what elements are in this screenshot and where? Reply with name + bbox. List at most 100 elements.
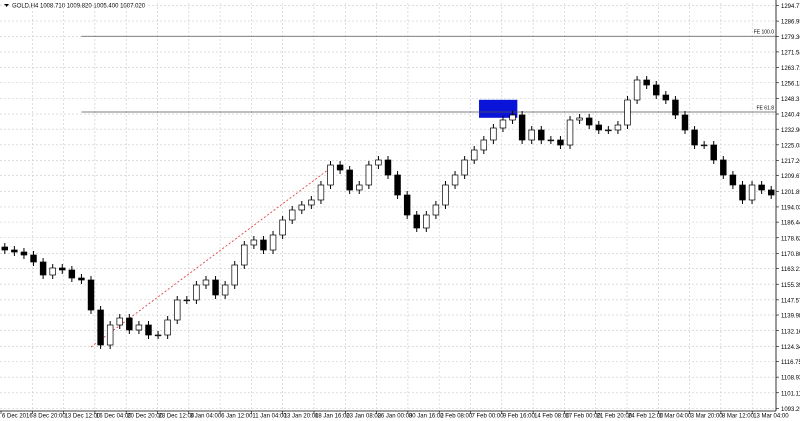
x-tick-label: 14 Feb 08:00 [534,414,570,420]
y-tick-label: 1263.720 [781,66,800,72]
candle-body [135,324,143,331]
candle-body [605,129,612,132]
candle-body [384,159,392,176]
candle-body [241,244,248,266]
candle-body [557,139,564,146]
candle-body [202,279,210,286]
candle-body [758,184,765,191]
candle-body [624,99,631,126]
menu-arrow[interactable] [4,4,9,7]
y-tick-label: 1147.570 [781,298,800,304]
candle-body [403,194,411,216]
candle-body [212,279,219,296]
candle-body [413,214,420,229]
x-tick-label: 23 Dec 12:00 [159,414,195,420]
candle-body [739,184,746,201]
candle-body [221,284,229,296]
y-tick-label: 1286.950 [781,20,800,26]
candle-body [442,184,449,206]
x-tick-label: 21 Feb 20:00 [597,414,633,420]
y-tick-label: 1178.620 [781,236,800,242]
candle-body [729,174,737,186]
y-tick-label: 1093.250 [781,407,800,413]
y-tick-label: 1101.110 [781,391,800,397]
candle-body [365,164,373,186]
x-tick-label: 11 Jan 04:00 [252,414,287,420]
candle-body [20,251,28,256]
candle-body [145,324,152,336]
candle-body [614,124,622,131]
x-tick-label: 2 Feb 08:00 [440,414,473,420]
candle-body [509,114,516,121]
x-tick-label: 18 Jan 16:00 [315,414,350,420]
x-tick-label: 20 Dec 20:00 [127,414,163,420]
candle-body [633,79,641,101]
x-tick-label: 6 Dec 2016 [2,414,33,420]
x-tick-label: 16 Dec 04:00 [96,414,132,420]
candle-body [480,139,488,151]
trend-line [90,167,331,348]
candle-body [327,164,334,186]
chart-title: GOLD,H4 1008.710 1009.820 1005.400 1007.… [12,4,146,10]
candle-body [720,159,727,176]
y-tick-label: 1225.080 [781,143,800,149]
y-tick-label: 1271.540 [781,50,800,56]
candle-body [1,246,9,251]
y-tick-label: 1217.260 [781,159,800,165]
y-tick-label: 1240.490 [781,113,800,119]
x-tick-label: 1 Mar 04:00 [659,414,692,420]
candle-body [423,214,430,229]
y-tick-label: 1209.670 [781,174,800,180]
y-tick-label: 1294.770 [781,4,800,10]
candle-body [288,209,296,221]
y-tick-label: 1170.800 [781,252,800,258]
candle-body [538,129,545,141]
y-tick-label: 1256.130 [781,81,800,87]
x-tick-label: 9 Feb 16:00 [503,414,536,420]
y-tick-label: 1155.390 [781,283,800,289]
x-tick-label: 26 Jan 00:00 [378,414,413,420]
candle-body [269,234,277,251]
candle-body [183,299,191,302]
candle-body [576,117,583,121]
candle-body [164,319,171,336]
candle-body [375,159,382,166]
x-tick-label: 7 Feb 00:00 [472,414,505,420]
candle-body [298,204,306,211]
candle-body [154,334,162,337]
candle-body [30,254,37,263]
candle-body [461,159,468,176]
candle-body [700,144,708,147]
x-tick-label: 13 Dec 12:00 [65,414,101,420]
y-tick-label: 1124.340 [781,345,800,351]
candle-body [499,119,507,129]
level-label: FE 61.8 [756,105,774,111]
candle-body [748,184,756,201]
zone [479,99,518,118]
candle-body [528,129,535,141]
x-tick-label: 17 Feb 00:00 [565,414,601,420]
candle-body [595,124,602,131]
y-tick-label: 1201.850 [781,190,800,196]
candle-body [585,117,593,126]
x-tick-label: 6 Jan 12:00 [221,414,253,420]
y-tick-label: 1132.160 [781,329,800,335]
candle-body [106,324,114,346]
y-tick-label: 1194.030 [781,206,800,212]
y-tick-label: 1186.440 [781,221,800,227]
candle-body [49,267,56,276]
candle-body [346,169,353,191]
candle-body [643,79,650,86]
x-tick-label: 13 Jan 20:00 [284,414,319,420]
y-tick-label: 1248.310 [781,97,800,103]
y-tick-label: 1232.900 [781,128,800,134]
y-tick-label: 1163.210 [781,267,800,273]
candle-body [710,144,717,161]
candle-body [59,267,66,271]
x-tick-label: 8 Mar 12:00 [722,414,755,420]
candle-body [174,299,181,321]
candle-body [126,317,133,331]
x-tick-label: 13 Mar 04:00 [753,414,789,420]
y-tick-label: 1116.750 [781,360,800,366]
